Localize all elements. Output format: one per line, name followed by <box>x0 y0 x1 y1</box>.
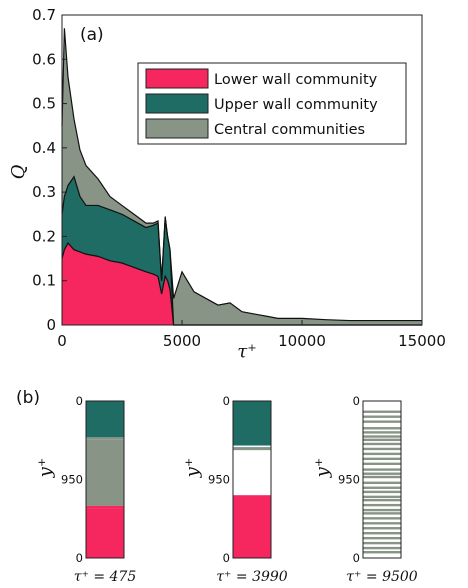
panel-b-label: (b) <box>16 388 40 408</box>
x-tick-label: 10000 <box>278 332 326 350</box>
x-tick-label: 5000 <box>163 332 201 350</box>
bar-caption: τ⁺ = 3990 <box>216 569 287 585</box>
bar-y-tick-label: 0 <box>76 551 83 565</box>
bar-stripe-central <box>363 512 401 515</box>
bar-stripe-central <box>363 468 401 471</box>
bar-stripe-central <box>363 452 401 456</box>
bar-segment-upper <box>233 401 271 446</box>
bar-stripe-central <box>363 420 401 423</box>
bar-stripe-central <box>363 435 401 438</box>
bar-stripe-central <box>233 447 271 451</box>
bar-stripe-central <box>363 508 401 512</box>
bar-y-tick-label: 950 <box>208 473 230 487</box>
y-tick-label: 0.1 <box>32 272 56 290</box>
bar-caption: τ⁺ = 9500 <box>346 569 417 585</box>
bar-y-tick-label: 0 <box>353 551 360 565</box>
bar-stripe-central <box>363 447 401 451</box>
y-tick-label: 0 <box>46 316 56 334</box>
plot-frame <box>61 14 423 326</box>
area-lower <box>62 243 422 325</box>
bar-segment-gap <box>363 401 401 558</box>
x-ticks: 0 5000 10000 15000 <box>57 320 446 350</box>
legend-swatch-central <box>145 118 209 139</box>
bar-stripe-central <box>363 410 401 413</box>
bar-y-tick-label: 950 <box>338 473 360 487</box>
bar-stripe-central <box>363 541 401 545</box>
community-bar: 0 950 0 y⁺ τ⁺ = 9500 <box>312 394 418 585</box>
legend: Lower wall community Upper wall community… <box>137 62 407 145</box>
bar-stripe-central <box>363 427 401 430</box>
bar-y-tick-label: 0 <box>353 394 360 408</box>
bar-y-tick-label: 0 <box>223 394 230 408</box>
bar-stripe-central <box>363 517 401 520</box>
area-upper <box>62 176 422 325</box>
panel-a-label: (a) <box>80 25 104 45</box>
bar-y-tick-label: 0 <box>223 551 230 565</box>
y-tick-label: 0.5 <box>32 95 56 113</box>
legend-swatch-upper <box>145 93 209 114</box>
bar-stripe-central <box>363 527 401 530</box>
bar-outline <box>362 400 402 559</box>
bar-stripe-central <box>363 481 401 485</box>
bar-stripe-central <box>363 522 401 525</box>
x-tick-label: 0 <box>57 332 67 350</box>
bar-caption: τ⁺ = 475 <box>74 569 137 585</box>
bar-stripe-central <box>363 415 401 418</box>
bar-y-axis-label: y⁺ <box>312 458 333 479</box>
legend-label: Lower wall community <box>214 72 378 88</box>
bar-stripe-central <box>363 457 401 461</box>
community-bar: 0 950 0 y⁺ τ⁺ = 3990 <box>182 394 288 585</box>
area-boundary-central <box>61 28 422 322</box>
bar-stripe-central <box>363 495 401 499</box>
bar-y-axis-label: y⁺ <box>35 458 56 479</box>
bar-outline <box>232 400 272 559</box>
bar-y-tick-label: 0 <box>76 394 83 408</box>
bar-segment-central <box>86 439 124 506</box>
bar-stripe-central <box>363 486 401 489</box>
bar-stripe-central <box>363 536 401 540</box>
bar-stripe-central <box>363 475 401 479</box>
bar-segment-gap <box>233 450 271 496</box>
x-axis-label: τ⁺ <box>237 341 256 362</box>
bar-stripe-central <box>363 546 401 550</box>
bar-stripe-central <box>363 438 401 442</box>
legend-swatch-lower <box>145 68 209 89</box>
stacked-areas <box>62 28 422 326</box>
bar-outline <box>85 400 125 559</box>
bar-segment-lower <box>86 508 124 558</box>
y-tick-label: 0.6 <box>32 50 56 68</box>
bar-stripe-central <box>363 532 401 535</box>
y-tick-label: 0.3 <box>32 183 56 201</box>
legend-label: Central communities <box>214 122 365 138</box>
bar-stripe-central <box>363 551 401 554</box>
panel-a-chart: 0 5000 10000 15000 0 0.1 0.2 0.3 0.4 0.5 0.6 0.7 (… <box>8 6 446 362</box>
y-tick-label: 0.4 <box>32 139 56 157</box>
y-ticks: 0 0.1 0.2 0.3 0.4 0.5 0.6 0.7 <box>32 6 67 334</box>
y-tick-label: 0.7 <box>32 6 56 24</box>
x-tick-label: 15000 <box>398 332 446 350</box>
bar-stripe-central <box>363 442 401 446</box>
bar-stripe-central <box>363 431 401 434</box>
bar-stripe-central <box>363 498 401 502</box>
bar-segment-central <box>86 437 124 440</box>
bar-y-axis-label: y⁺ <box>182 458 203 479</box>
bar-y-tick-label: 950 <box>61 473 83 487</box>
community-bars: 0 950 0 y⁺ τ⁺ = 475 0 950 0 y⁺ τ⁺ = 3990 0 950 0 y⁺ τ⁺… <box>35 394 418 585</box>
bar-stripe-central <box>363 490 401 494</box>
community-bar: 0 950 0 y⁺ τ⁺ = 475 <box>35 394 136 585</box>
bar-stripe-central <box>363 462 401 465</box>
legend-label: Upper wall community <box>214 97 378 113</box>
bar-stripe-central <box>363 503 401 507</box>
y-axis-label: Q <box>8 164 29 179</box>
bar-segment-lower <box>86 505 124 509</box>
bar-stripe-central <box>363 472 401 475</box>
bar-segment-lower <box>233 495 271 558</box>
y-tick-label: 0.2 <box>32 227 56 245</box>
bar-segment-upper <box>86 401 124 438</box>
